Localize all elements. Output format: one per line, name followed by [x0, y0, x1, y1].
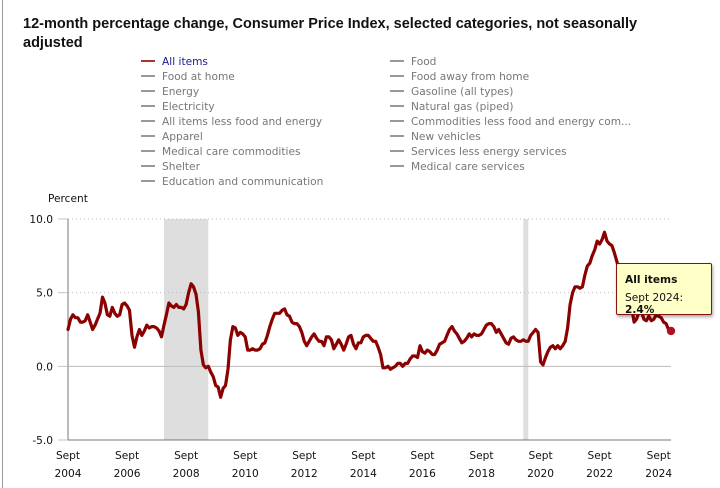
x-tick-label-month: Sept	[233, 450, 257, 462]
legend-label: Medical care services	[411, 161, 525, 173]
legend-item-natural-gas-piped[interactable]: Natural gas (piped)	[390, 100, 513, 115]
legend-swatch-icon	[390, 120, 404, 122]
legend-item-shelter[interactable]: Shelter	[141, 160, 200, 175]
legend-swatch-icon	[141, 75, 155, 77]
recession-shading	[163, 219, 209, 440]
x-tick-label-month: Sept	[174, 450, 198, 462]
legend-swatch-icon	[390, 60, 404, 62]
legend-item-medical-care-commodities[interactable]: Medical care commodities	[141, 145, 301, 160]
legend-item-all-items[interactable]: All items	[141, 55, 208, 70]
legend-swatch-icon	[390, 165, 404, 167]
legend-label: Food away from home	[411, 71, 530, 83]
x-tick-label-month: Sept	[410, 450, 434, 462]
x-tick-label-year: 2004	[55, 468, 82, 480]
legend-label: Food	[411, 56, 437, 68]
legend-label: Medical care commodities	[162, 146, 301, 158]
x-tick-label-year: 2008	[173, 468, 200, 480]
x-tick-label-month: Sept	[588, 450, 612, 462]
x-tick-label-year: 2018	[468, 468, 495, 480]
y-axis-label: Percent	[48, 193, 88, 205]
tooltip-value: 2.4%	[625, 304, 655, 316]
legend-swatch-icon	[390, 135, 404, 137]
legend-swatch-icon	[390, 150, 404, 152]
legend-item-food-at-home[interactable]: Food at home	[141, 70, 235, 85]
legend-item-apparel[interactable]: Apparel	[141, 130, 203, 145]
x-tick-label-month: Sept	[115, 450, 139, 462]
legend-swatch-icon	[141, 165, 155, 167]
legend-swatch-icon	[390, 90, 404, 92]
legend-item-electricity[interactable]: Electricity	[141, 100, 215, 115]
legend-item-commodities-less-food-and-energy-com[interactable]: Commodities less food and energy com...	[390, 115, 631, 130]
y-tick-label: 0.0	[36, 361, 53, 373]
legend-label: Gasoline (all types)	[411, 86, 514, 98]
legend-swatch-icon	[141, 120, 155, 122]
legend-label: Services less energy services	[411, 146, 567, 158]
tooltip-date: Sept 2024:	[625, 292, 684, 304]
legend-label: Shelter	[162, 161, 200, 173]
x-tick-label-year: 2014	[350, 468, 377, 480]
legend-swatch-icon	[141, 60, 155, 62]
legend-label: Energy	[162, 86, 200, 98]
x-tick-label-year: 2016	[409, 468, 436, 480]
legend-item-education-and-communication[interactable]: Education and communication	[141, 175, 323, 190]
legend-label: Natural gas (piped)	[411, 101, 514, 113]
chart-title: 12-month percentage change, Consumer Pri…	[23, 16, 638, 51]
legend-item-medical-care-services[interactable]: Medical care services	[390, 160, 525, 175]
legend-swatch-icon	[390, 105, 404, 107]
x-tick-label-month: Sept	[469, 450, 493, 462]
x-tick-label-month: Sept	[351, 450, 375, 462]
frame-border	[2, 0, 3, 488]
x-tick-label-month: Sept	[56, 450, 80, 462]
y-tick-label: -5.0	[32, 435, 53, 447]
x-tick-label-year: 2022	[586, 468, 613, 480]
x-tick-label-year: 2010	[232, 468, 259, 480]
legend-item-gasoline-all-types[interactable]: Gasoline (all types)	[390, 85, 513, 100]
x-tick-label-month: Sept	[528, 450, 552, 462]
series-line-all-items	[66, 230, 673, 399]
legend-label: Commodities less food and energy com...	[411, 116, 632, 128]
legend-item-new-vehicles[interactable]: New vehicles	[390, 130, 481, 145]
tooltip: All items Sept 2024: 2.4%	[616, 263, 712, 316]
x-tick-label-month: Sept	[292, 450, 316, 462]
legend-item-food-away-from-home[interactable]: Food away from home	[390, 70, 529, 85]
tooltip-value-line: Sept 2024: 2.4%	[625, 292, 711, 316]
y-tick-label: 10.0	[29, 214, 53, 226]
recession-shading	[523, 219, 529, 440]
x-tick-label-year: 2012	[291, 468, 318, 480]
legend-swatch-icon	[390, 75, 404, 77]
legend-label: Food at home	[162, 71, 235, 83]
x-tick-label-year: 2024	[645, 468, 672, 480]
legend-item-all-items-less-food-and-energy[interactable]: All items less food and energy	[141, 115, 322, 130]
x-tick-label-month: Sept	[647, 450, 671, 462]
legend-swatch-icon	[141, 105, 155, 107]
hover-point-marker	[666, 326, 676, 336]
legend-label: All items	[162, 56, 208, 68]
legend-swatch-icon	[141, 180, 155, 182]
legend-swatch-icon	[141, 135, 155, 137]
legend-swatch-icon	[141, 150, 155, 152]
y-tick-label: 5.0	[36, 288, 53, 300]
legend-swatch-icon	[141, 90, 155, 92]
legend-label: Education and communication	[162, 176, 324, 188]
legend-item-energy[interactable]: Energy	[141, 85, 199, 100]
x-tick-label-year: 2020	[527, 468, 554, 480]
legend-label: New vehicles	[411, 131, 481, 143]
legend-label: Apparel	[162, 131, 203, 143]
legend-label: Electricity	[162, 101, 215, 113]
x-tick-label-year: 2006	[114, 468, 141, 480]
legend-item-food[interactable]: Food	[390, 55, 436, 70]
legend-label: All items less food and energy	[162, 116, 323, 128]
legend-item-services-less-energy-services[interactable]: Services less energy services	[390, 145, 567, 160]
tooltip-series-name: All items	[625, 274, 678, 286]
